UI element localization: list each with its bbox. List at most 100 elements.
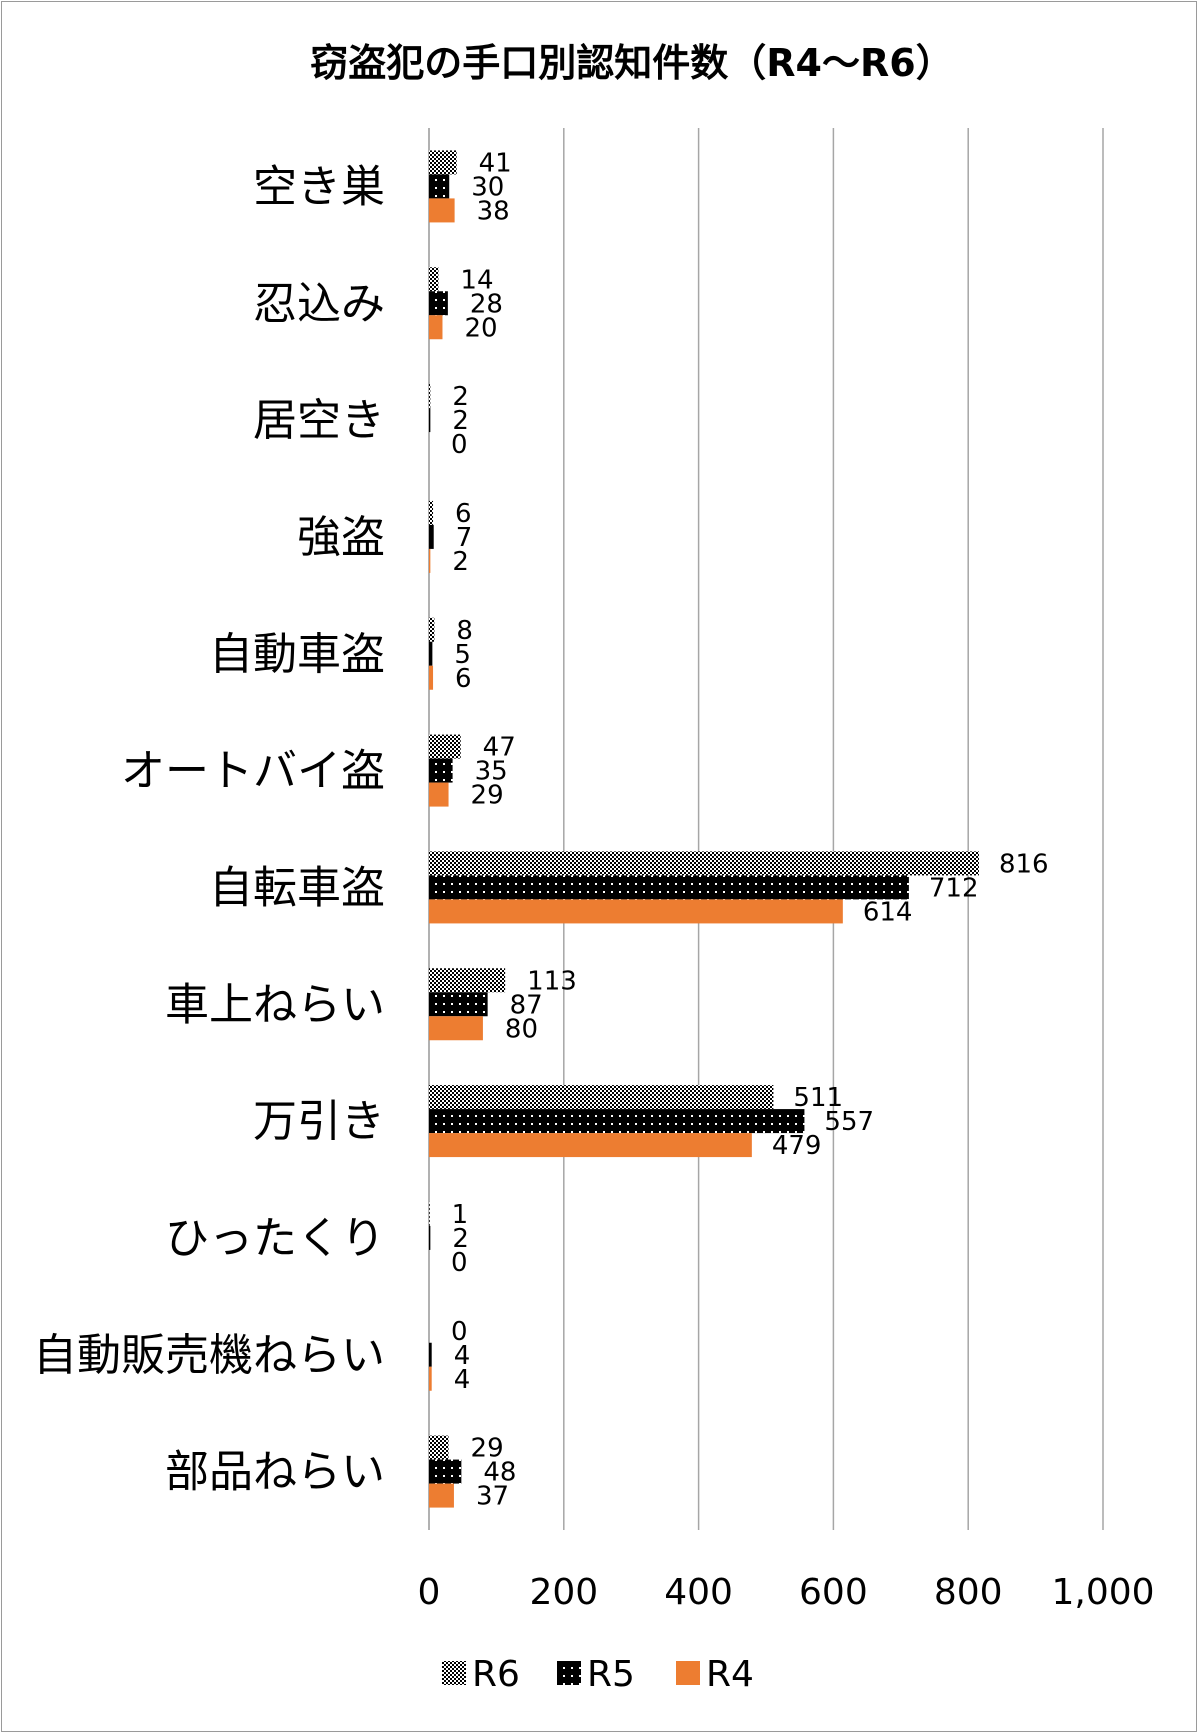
bar-r4 [429, 665, 434, 690]
data-label: 8 [456, 616, 473, 646]
data-label: 87 [510, 990, 543, 1020]
data-label: 816 [999, 849, 1049, 879]
category-label: 忍込み [253, 278, 385, 329]
legend-swatch-r4 [676, 1661, 700, 1685]
bar-r6 [429, 150, 457, 175]
data-label: 557 [824, 1107, 874, 1137]
bar-r5 [429, 1459, 462, 1484]
bar-r4 [429, 782, 449, 807]
bar-r4 [429, 198, 455, 223]
data-label: 0 [451, 1317, 468, 1347]
data-label: 511 [793, 1083, 843, 1113]
data-label: 29 [471, 1434, 504, 1464]
data-label: 4 [454, 1341, 471, 1371]
legend-label: R4 [706, 1654, 754, 1695]
bar-r6 [429, 968, 506, 993]
bar-r5 [429, 174, 450, 199]
data-label: 38 [477, 196, 510, 226]
bar-r6 [429, 851, 979, 876]
data-label: 48 [483, 1458, 516, 1488]
chart-title: 窃盗犯の手口別認知件数（R4～R6） [310, 41, 953, 85]
category-label: 居空き [253, 395, 385, 446]
data-labels: 4130381428202206728564735298167126141138… [451, 148, 1049, 1511]
grid-lines [428, 128, 1104, 1530]
data-label: 30 [471, 172, 504, 202]
bar-r6 [429, 384, 431, 409]
x-tick-labels: 0 200 400 600 800 1,000 [418, 1572, 1155, 1613]
bar-r6 [429, 1085, 774, 1110]
data-label: 41 [479, 148, 512, 178]
bar-r4 [429, 1366, 432, 1391]
bar-r6 [429, 1435, 449, 1460]
data-label: 20 [464, 313, 497, 343]
x-tick-label: 0 [418, 1572, 441, 1613]
data-label: 712 [929, 873, 979, 903]
data-label: 35 [475, 757, 508, 787]
bar-r5 [429, 1225, 431, 1250]
data-label: 37 [476, 1482, 509, 1512]
legend: R6 R5 R4 [442, 1654, 754, 1695]
bar-r6 [429, 1201, 430, 1226]
bar-r4 [429, 1133, 752, 1158]
category-label: 強盗 [297, 512, 385, 563]
data-label: 6 [455, 664, 472, 694]
category-label: 車上ねらい [165, 979, 385, 1030]
data-label: 7 [456, 523, 473, 553]
legend-swatch-r5 [557, 1661, 581, 1685]
legend-label: R5 [587, 1654, 635, 1695]
x-tick-label: 400 [664, 1572, 733, 1613]
bar-r4 [429, 899, 843, 924]
legend-label: R6 [472, 1654, 520, 1695]
bar-r5 [429, 875, 909, 900]
bar-r6 [429, 617, 435, 642]
data-label: 14 [460, 265, 493, 295]
bar-r6 [429, 734, 461, 759]
data-label: 28 [470, 289, 503, 319]
category-labels: 空き巣忍込み居空き強盗自動車盗オートバイ盗自転車盗車上ねらい万引きひったくり自動… [33, 161, 385, 1497]
bar-r4 [429, 1016, 483, 1041]
category-label: 自動販売機ねらい [33, 1330, 385, 1381]
category-label: ひったくり [165, 1213, 385, 1264]
category-label: 万引き [253, 1096, 385, 1147]
data-label: 0 [451, 430, 468, 460]
bar-r5 [429, 524, 434, 549]
bar-r6 [429, 500, 434, 525]
data-label: 29 [471, 781, 504, 811]
category-label: オートバイ盗 [121, 746, 385, 797]
bar-r5 [429, 1109, 805, 1134]
bar-r4 [429, 548, 431, 573]
data-label: 6 [455, 499, 472, 529]
bar-r5 [429, 408, 431, 433]
data-label: 2 [452, 406, 469, 436]
data-label: 479 [772, 1131, 822, 1161]
x-tick-label: 200 [529, 1572, 598, 1613]
data-label: 5 [454, 640, 471, 670]
data-label: 1 [452, 1200, 469, 1230]
bar-r5 [429, 1342, 432, 1367]
category-label: 部品ねらい [165, 1447, 385, 1498]
data-label: 113 [527, 966, 577, 996]
data-label: 2 [452, 547, 469, 577]
bar-r5 [429, 758, 453, 783]
bars [429, 150, 979, 1508]
category-label: 自転車盗 [209, 862, 385, 913]
data-label: 4 [454, 1365, 471, 1395]
x-tick-label: 600 [799, 1572, 868, 1613]
x-tick-label: 800 [934, 1572, 1003, 1613]
data-label: 2 [452, 1224, 469, 1254]
data-label: 614 [863, 897, 913, 927]
bar-r4 [429, 315, 443, 340]
data-label: 0 [451, 1248, 468, 1278]
bar-r4 [429, 1483, 454, 1508]
data-label: 80 [505, 1014, 538, 1044]
data-label: 47 [483, 733, 516, 763]
bar-r5 [429, 641, 433, 666]
bar-r6 [429, 267, 439, 292]
bar-r5 [429, 291, 448, 316]
legend-swatch-r6 [442, 1661, 466, 1685]
category-label: 空き巣 [253, 161, 385, 212]
data-label: 2 [452, 382, 469, 412]
category-label: 自動車盗 [209, 629, 385, 680]
